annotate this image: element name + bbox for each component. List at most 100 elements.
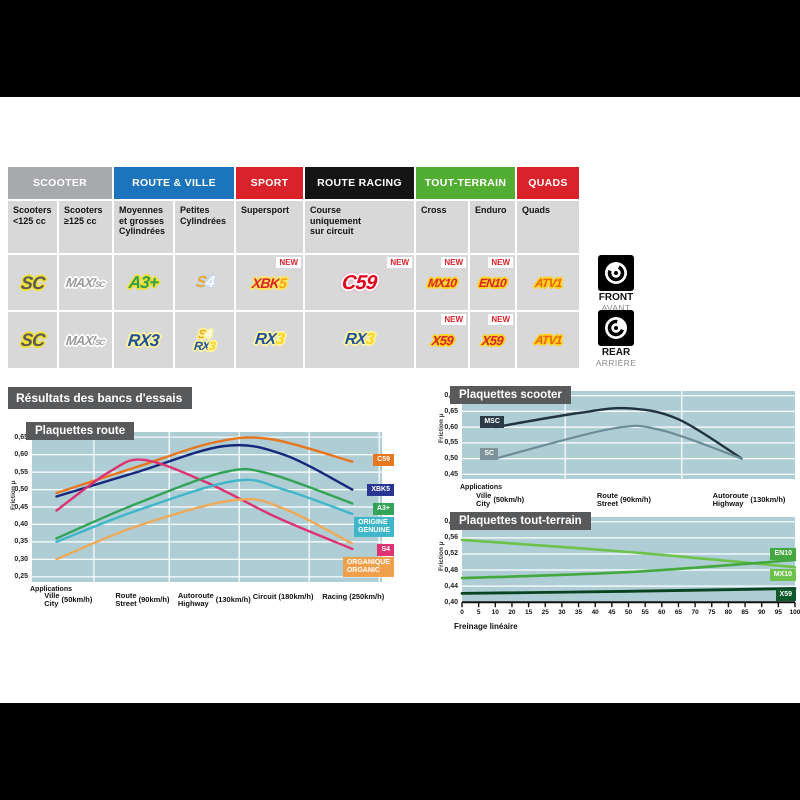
x-tick-label: 50 bbox=[624, 609, 633, 616]
front-pad-cell: SC bbox=[8, 255, 57, 310]
pad-logo: MX10 bbox=[427, 275, 457, 290]
column-subheader: Quads bbox=[517, 201, 579, 253]
rear-axle-block: REAR ARRIÈRE bbox=[593, 310, 639, 368]
series-ORIGINE bbox=[55, 478, 354, 544]
x-category-names: Ville City bbox=[476, 492, 491, 508]
pad-logo: ATV1 bbox=[533, 275, 563, 290]
x-category-names: Autoroute Highway bbox=[178, 592, 214, 608]
x-category-speed: (180km/h) bbox=[278, 592, 314, 601]
x-category-names: Racing bbox=[322, 592, 347, 601]
pad-logo: ATV1 bbox=[534, 333, 562, 347]
pad-logo-text: MAXI bbox=[65, 275, 97, 290]
column-subheader: Cross bbox=[416, 201, 468, 253]
x-tick-label: 10 bbox=[491, 609, 499, 616]
legend-chip: MSC bbox=[480, 416, 504, 429]
x-tick-label: 35 bbox=[574, 609, 583, 616]
pad-logo-text: SC bbox=[19, 272, 46, 293]
y-tick-label: 0,50 bbox=[444, 455, 458, 463]
rear-pad-cell: NEW X59 bbox=[416, 312, 468, 368]
x-category-name: Street bbox=[596, 498, 619, 508]
pad-logo-text: XBK bbox=[251, 274, 281, 291]
pad-logo-text: X59 bbox=[430, 332, 454, 348]
series-C59 bbox=[55, 436, 354, 495]
pad-logo-text: RX bbox=[127, 330, 152, 350]
front-pad-cell: S4 bbox=[175, 255, 234, 310]
x-category-names: Ville City bbox=[44, 592, 59, 608]
rear-pad-cell: RX3 bbox=[114, 312, 173, 368]
column-subheader: Course uniquement sur circuit bbox=[305, 201, 414, 253]
x-category-name: Autoroute bbox=[177, 591, 214, 600]
front-pad-cell: NEW MX10 bbox=[416, 255, 468, 310]
y-tick-label: 0,52 bbox=[444, 550, 458, 558]
pad-logo: RX3 bbox=[127, 330, 160, 350]
pad-logo-text: 3 bbox=[208, 339, 216, 353]
x-tick-label: 30 bbox=[558, 609, 566, 616]
x-tick-label: 100 bbox=[789, 609, 800, 616]
pad-logo-text: 3 bbox=[364, 331, 375, 348]
x-category-name: Ville bbox=[476, 491, 492, 500]
pad-logo: SC bbox=[19, 272, 46, 293]
legend-chip: MX10 bbox=[769, 568, 796, 581]
x-tick-label: 60 bbox=[658, 609, 666, 616]
legend-chip: EN10 bbox=[770, 547, 796, 560]
legend-chip: S4 bbox=[377, 543, 394, 556]
y-tick-label: 0,44 bbox=[444, 582, 458, 590]
pad-logo-text: 4 bbox=[204, 273, 215, 291]
applications-table: SCOOTER ROUTE & VILLE SPORT ROUTE RACING TOU… bbox=[8, 167, 579, 368]
x-tick-label: 70 bbox=[691, 609, 699, 616]
group-header: TOUT-TERRAIN bbox=[416, 167, 515, 199]
x-tick-label: 55 bbox=[641, 609, 649, 616]
x-category-name: Circuit bbox=[252, 591, 277, 601]
letterbox-bottom bbox=[0, 703, 800, 800]
y-tick-label: 0,45 bbox=[14, 503, 28, 511]
pad-logo: X59 bbox=[430, 332, 454, 348]
results-heading: Résultats des bancs d'essais bbox=[8, 387, 193, 409]
column-subheader: Moyennes et grosses Cylindrées bbox=[114, 201, 173, 253]
pad-logo: MAXISC bbox=[65, 332, 106, 348]
new-badge: NEW bbox=[488, 257, 513, 268]
pad-logo-text: X59 bbox=[481, 332, 504, 348]
y-tick-label: 0,55 bbox=[14, 468, 28, 476]
x-category-speed: (90km/h) bbox=[620, 495, 651, 505]
legend-chip: SC bbox=[480, 447, 499, 460]
y-tick-label: 0,56 bbox=[444, 534, 458, 542]
x-category-label: Ville City (50km/h) bbox=[44, 592, 92, 608]
new-badge: NEW bbox=[387, 257, 412, 268]
chart-route: Plaquettes route 0,65 0,60 0,55 0,50 0,45 0,40… bbox=[2, 420, 398, 618]
column-subheader: Petites Cylindrées bbox=[175, 201, 234, 253]
y-tick-label: 0,60 bbox=[14, 451, 28, 459]
x-category-name: Autoroute bbox=[712, 491, 749, 500]
x-category-label: Ville City (50km/h) bbox=[476, 492, 524, 508]
front-label-en: FRONT bbox=[598, 292, 634, 303]
pad-logo: A3+ bbox=[128, 273, 159, 292]
chart-scooter: Plaquettes scooter0,700,650,600,550,500,… bbox=[410, 383, 800, 507]
x-axis-label: Freinage linéaire bbox=[454, 622, 518, 631]
column-subheader: Supersport bbox=[236, 201, 303, 253]
rear-pad-cell: SC bbox=[8, 312, 57, 368]
x-category-label: Autoroute Highway (130km/h) bbox=[713, 492, 786, 508]
x-axis-label: Applications bbox=[460, 484, 503, 491]
pad-logo-text: MX10 bbox=[427, 275, 457, 290]
pad-logo-text: MAXI bbox=[65, 332, 97, 348]
x-tick-label: 15 bbox=[524, 609, 533, 616]
rear-pad-cell: RX3 bbox=[305, 312, 414, 368]
x-tick-label: 40 bbox=[591, 609, 599, 616]
group-header: ROUTE RACING bbox=[305, 167, 414, 199]
rear-pad-cell: RX3 bbox=[236, 312, 303, 368]
x-category-name: City bbox=[476, 498, 491, 508]
chart-title: Plaquettes scooter bbox=[450, 386, 571, 404]
series-ORGANIQUE bbox=[55, 497, 354, 561]
pad-logo-text: ATV1 bbox=[533, 275, 563, 290]
front-axle-block: FRONT AVANT bbox=[593, 255, 639, 313]
x-tick-label: 45 bbox=[608, 609, 616, 616]
pad-logo-text: 3 bbox=[274, 331, 285, 348]
x-category-name: Ville bbox=[44, 591, 60, 600]
front-pad-cell: MAXISC bbox=[59, 255, 112, 310]
x-category-name: Route bbox=[596, 491, 619, 500]
group-header: SCOOTER bbox=[8, 167, 112, 199]
series-XBK5 bbox=[55, 443, 354, 498]
y-tick-label: 0,48 bbox=[444, 566, 458, 574]
x-tick-label: 85 bbox=[741, 609, 749, 616]
series-MSC bbox=[494, 406, 743, 460]
legend-chip: ORGANIQUE ORGANIC bbox=[342, 556, 394, 578]
